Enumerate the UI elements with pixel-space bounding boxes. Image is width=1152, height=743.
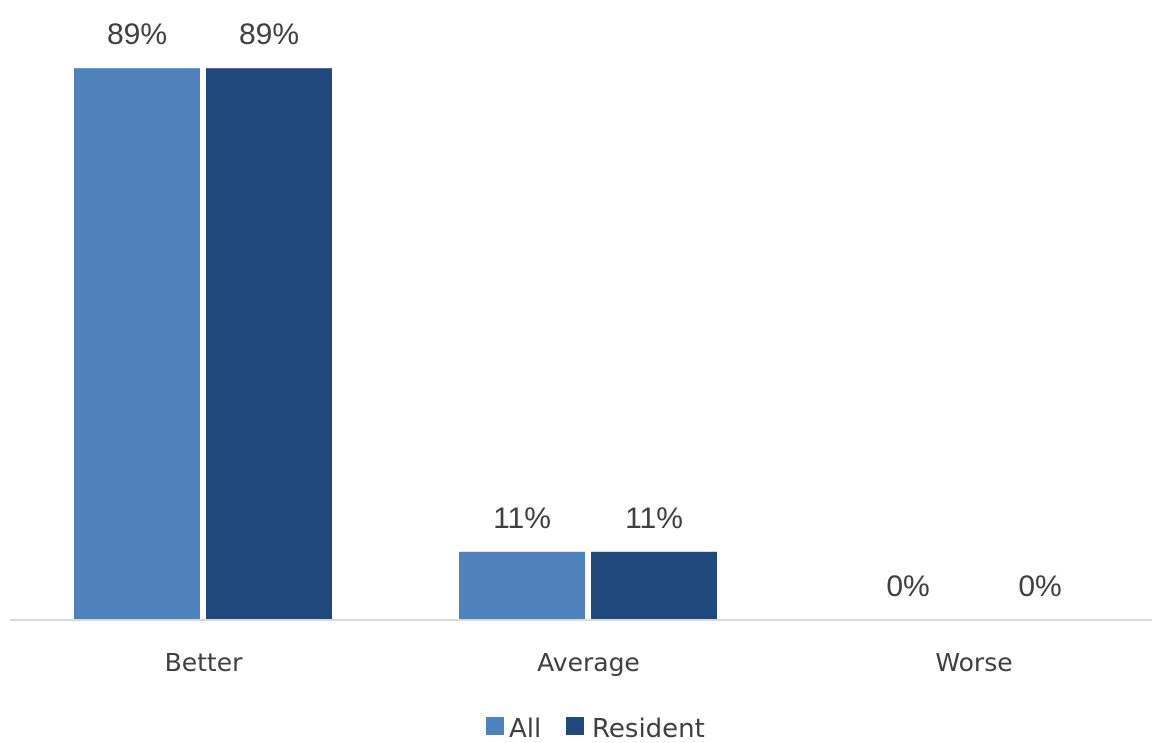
data-label-average-resident: 11% [625, 502, 683, 535]
category-label-better: Better [165, 648, 244, 677]
bar-better-resident [206, 68, 332, 620]
legend-label-resident: Resident [592, 714, 705, 743]
category-label-worse: Worse [935, 648, 1012, 677]
category-label-average: Average [537, 648, 640, 677]
bars-layer [74, 68, 717, 620]
legend: All Resident [486, 714, 705, 743]
data-label-worse-all: 0% [886, 570, 929, 603]
data-label-average-all: 11% [493, 502, 551, 535]
legend-label-all: All [509, 714, 541, 743]
data-label-better-resident: 89% [239, 18, 299, 51]
data-label-worse-resident: 0% [1018, 570, 1061, 603]
bar-better-all [74, 68, 200, 620]
data-label-better-all: 89% [107, 18, 167, 51]
data-labels-layer: 89% 89% 11% 11% 0% 0% [107, 18, 1062, 603]
legend-swatch-all [486, 717, 504, 735]
bar-average-resident [591, 551, 717, 620]
bar-average-all [459, 551, 585, 620]
legend-swatch-resident [566, 717, 584, 735]
category-labels-layer: Better Average Worse [165, 648, 1013, 677]
